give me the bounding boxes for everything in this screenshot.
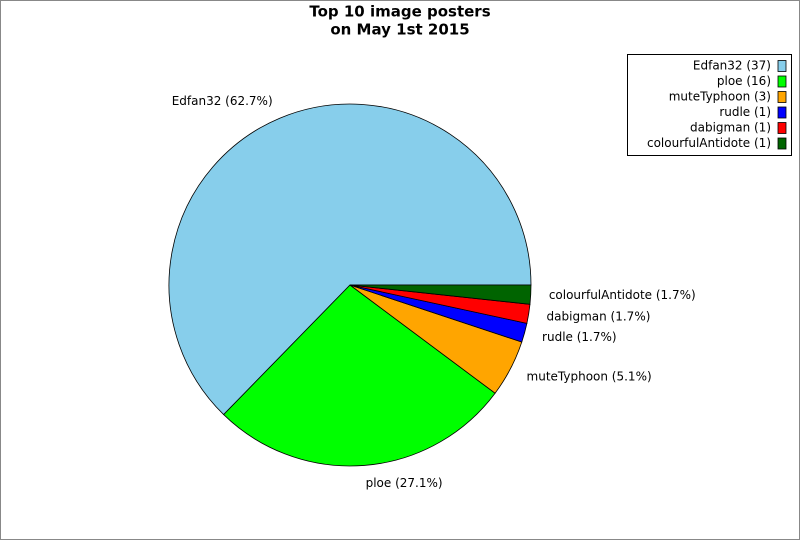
- slice-label: muteTyphoon (5.1%): [527, 370, 652, 384]
- legend-label: colourfulAntidote (1): [647, 136, 771, 150]
- legend-label: dabigman (1): [690, 121, 771, 135]
- legend-swatch: [777, 60, 787, 72]
- chart-title: on May 1st 2015: [330, 21, 469, 39]
- slice-label: rudle (1.7%): [542, 330, 617, 344]
- legend-swatch: [777, 122, 787, 134]
- legend-swatch: [777, 106, 787, 119]
- slice-label: dabigman (1.7%): [547, 309, 651, 323]
- legend-label: muteTyphoon (3): [669, 90, 771, 104]
- legend-label: Edfan32 (37): [693, 59, 771, 73]
- legend-label: rudle (1): [719, 105, 771, 119]
- slice-label: ploe (27.1%): [366, 476, 443, 490]
- pie-slice: [168, 103, 532, 416]
- legend-swatch: [777, 91, 787, 103]
- pie-slice: [349, 284, 532, 305]
- slice-label: colourfulAntidote (1.7%): [549, 288, 696, 302]
- slice-label: Edfan32 (62.7%): [172, 94, 273, 108]
- chart-title: Top 10 image posters: [309, 3, 490, 21]
- legend-swatch: [777, 75, 787, 88]
- legend-label: ploe (16): [717, 74, 771, 88]
- pie-slice: [223, 284, 496, 467]
- legend-box: [627, 54, 792, 156]
- legend-swatch: [777, 137, 787, 150]
